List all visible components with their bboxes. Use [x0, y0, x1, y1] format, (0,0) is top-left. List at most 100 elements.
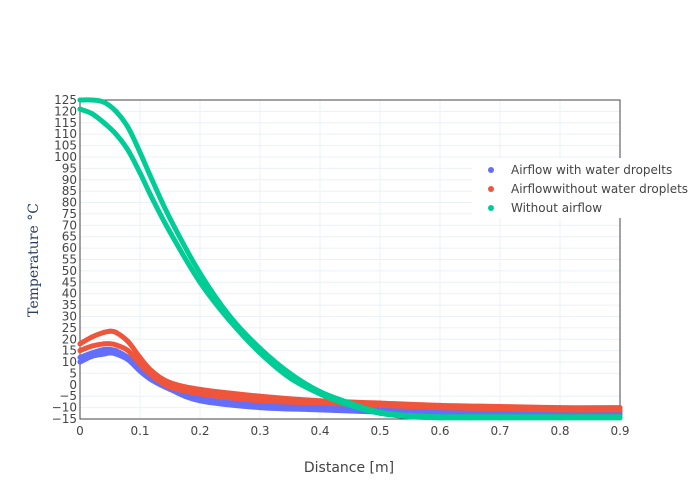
data-point [257, 350, 263, 356]
data-point [377, 402, 383, 408]
y-tick-label: 100 [54, 150, 77, 164]
data-point [113, 131, 119, 137]
y-axis-title: Temperature °C [26, 203, 42, 317]
y-tick-label: 0 [69, 378, 77, 392]
data-point [257, 405, 263, 411]
data-point [113, 329, 119, 335]
data-point [617, 407, 623, 413]
data-point [89, 353, 95, 359]
x-tick-label: 0.9 [610, 424, 629, 438]
data-point [407, 414, 413, 420]
x-tick-label: 0.4 [310, 424, 329, 438]
legend-marker [488, 167, 494, 173]
y-tick-label: 85 [62, 184, 77, 198]
data-point [137, 149, 143, 155]
data-point [497, 415, 503, 421]
data-point [137, 354, 143, 360]
series-2-curve-1 [77, 106, 623, 421]
data-point [317, 391, 323, 397]
data-point [101, 351, 107, 357]
y-tick-label: 115 [54, 116, 77, 130]
data-point [125, 357, 131, 363]
x-tick-label: 0.3 [250, 424, 269, 438]
plot-frame [79, 99, 621, 420]
y-tick-label: 30 [62, 309, 77, 323]
data-point [101, 120, 107, 126]
data-point [197, 398, 203, 404]
y-tick-label: 55 [62, 253, 77, 267]
data-point [89, 334, 95, 340]
data-point [437, 415, 443, 421]
legend-item[interactable]: Without airflow [488, 201, 602, 215]
data-point [347, 402, 353, 408]
data-point [197, 279, 203, 285]
y-tick-label: 95 [62, 161, 77, 175]
legend[interactable]: Airflow with water dropelts Airflowwithou… [472, 158, 688, 218]
y-tick-label: 125 [54, 93, 77, 107]
data-point [137, 361, 143, 367]
data-point [77, 106, 83, 112]
y-tick-label: 35 [62, 298, 77, 312]
x-tick-label: 0.7 [490, 424, 509, 438]
data-point [257, 393, 263, 399]
data-point [467, 415, 473, 421]
series-2 [77, 97, 623, 421]
data-point [197, 386, 203, 392]
data-point [113, 342, 119, 348]
series-1 [77, 328, 623, 413]
y-tick-label: 80 [62, 196, 77, 210]
legend-label: Airflowwithout water droplets [511, 182, 688, 196]
y-tick-label: 5 [69, 366, 77, 380]
data-point [77, 341, 83, 347]
y-tick-label: 45 [62, 275, 77, 289]
y-tick-label: 10 [62, 355, 77, 369]
y-tick-label: −5 [59, 389, 77, 403]
y-tick-label: 90 [62, 173, 77, 187]
data-point [107, 328, 113, 334]
x-axis-title: Distance [m] [304, 460, 394, 476]
data-point [257, 398, 263, 404]
y-tick-label: 70 [62, 218, 77, 232]
data-point [101, 341, 107, 347]
data-point [149, 177, 155, 183]
data-point [89, 343, 95, 349]
data-point [287, 375, 293, 381]
data-point [101, 99, 107, 105]
data-point [113, 351, 119, 357]
data-point [149, 373, 155, 379]
y-axis: 1251201151101051009590858075706560555045… [52, 93, 77, 426]
y-tick-label: 60 [62, 241, 77, 255]
y-tick-label: 110 [54, 127, 77, 141]
legend-marker [488, 186, 494, 192]
data-point [197, 391, 203, 397]
x-tick-label: 0.1 [130, 424, 149, 438]
series-2-curve-0 [77, 97, 623, 420]
data-point [113, 108, 119, 114]
data-point [107, 350, 113, 356]
grid-lines [79, 99, 621, 420]
legend-label: Airflow with water dropelts [511, 163, 672, 177]
y-tick-label: 15 [62, 344, 77, 358]
data-point [149, 195, 155, 201]
x-tick-label: 0.5 [370, 424, 389, 438]
x-axis: 0 0.1 0.2 0.3 0.4 0.5 0.6 0.7 0.8 0.9 [76, 424, 629, 438]
plot-area [77, 97, 623, 421]
y-tick-label: 75 [62, 207, 77, 221]
data-point [317, 407, 323, 413]
legend-box [472, 158, 684, 218]
legend-item[interactable]: Airflowwithout water droplets [488, 182, 688, 196]
data-point [125, 339, 131, 345]
x-tick-label: 0.6 [430, 424, 449, 438]
legend-item[interactable]: Airflow with water dropelts [488, 163, 672, 177]
y-tick-label: 65 [62, 230, 77, 244]
data-point [125, 124, 131, 130]
x-tick-label: 0.8 [550, 424, 569, 438]
data-point [89, 111, 95, 117]
data-point [77, 359, 83, 365]
data-point [89, 97, 95, 103]
data-point [107, 341, 113, 347]
y-tick-label: 40 [62, 287, 77, 301]
data-point [101, 347, 107, 352]
data-point [77, 97, 83, 103]
